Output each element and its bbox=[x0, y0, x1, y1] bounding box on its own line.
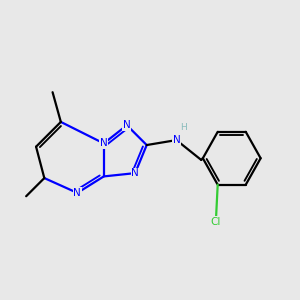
Text: N: N bbox=[74, 188, 81, 198]
Text: N: N bbox=[172, 135, 180, 145]
Text: N: N bbox=[123, 120, 131, 130]
Text: N: N bbox=[100, 138, 108, 148]
Text: Cl: Cl bbox=[211, 217, 221, 227]
Text: N: N bbox=[131, 168, 139, 178]
Text: H: H bbox=[180, 123, 187, 132]
